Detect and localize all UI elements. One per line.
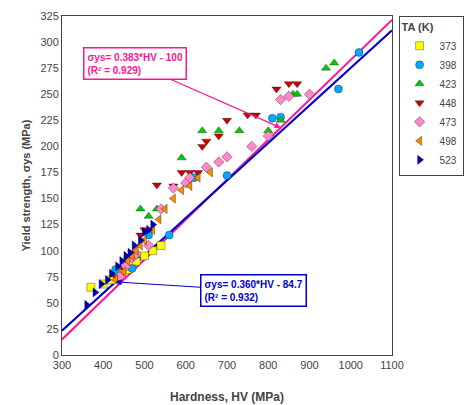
svg-text:25: 25 (47, 323, 59, 335)
svg-text:500: 500 (135, 359, 153, 371)
svg-text:473: 473 (440, 117, 457, 128)
svg-text:225: 225 (40, 114, 58, 126)
svg-text:1000: 1000 (339, 359, 363, 371)
svg-text:TA (K): TA (K) (402, 21, 434, 33)
svg-text:150: 150 (40, 192, 58, 204)
svg-text:300: 300 (40, 36, 58, 48)
svg-text:423: 423 (440, 79, 457, 90)
svg-text:325: 325 (40, 10, 58, 22)
svg-text:200: 200 (40, 140, 58, 152)
svg-text:448: 448 (440, 98, 457, 109)
svg-text:300: 300 (53, 359, 71, 371)
svg-text:275: 275 (40, 62, 58, 74)
svg-text:400: 400 (94, 359, 112, 371)
svg-text:250: 250 (40, 88, 58, 100)
svg-text:Yield strength, σys (MPa): Yield strength, σys (MPa) (20, 119, 32, 251)
svg-text:125: 125 (40, 218, 58, 230)
svg-text:σys= 0.383*HV - 100(R² = 0.929: σys= 0.383*HV - 100(R² = 0.929) (88, 52, 183, 76)
svg-text:600: 600 (177, 359, 195, 371)
svg-text:398: 398 (440, 60, 457, 71)
svg-text:0: 0 (53, 349, 59, 361)
svg-text:σys= 0.360*HV - 84.7(R² = 0.93: σys= 0.360*HV - 84.7(R² = 0.932) (205, 279, 303, 303)
svg-text:75: 75 (47, 271, 59, 283)
svg-text:1100: 1100 (380, 359, 404, 371)
svg-text:523: 523 (440, 155, 457, 166)
svg-text:700: 700 (218, 359, 236, 371)
svg-text:100: 100 (40, 245, 58, 257)
svg-text:50: 50 (47, 297, 59, 309)
svg-text:800: 800 (259, 359, 277, 371)
svg-text:373: 373 (440, 41, 457, 52)
svg-text:Hardness, HV (MPa): Hardness, HV (MPa) (170, 390, 284, 404)
svg-text:900: 900 (300, 359, 318, 371)
svg-text:498: 498 (440, 136, 457, 147)
svg-text:175: 175 (40, 166, 58, 178)
